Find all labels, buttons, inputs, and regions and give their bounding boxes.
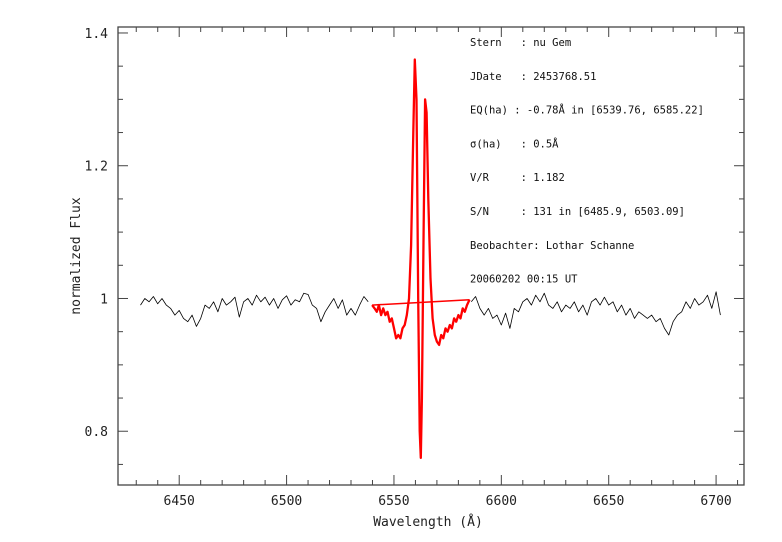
series-spectrum-blue-side bbox=[140, 292, 369, 327]
series-continuum-line bbox=[371, 299, 470, 306]
x-tick-label: 6700 bbox=[700, 494, 731, 509]
annotation-line: 20060202 00:15 UT bbox=[470, 274, 578, 286]
annotation-line: JDate : 2453768.51 bbox=[470, 71, 596, 83]
x-tick-label: 6600 bbox=[486, 494, 517, 509]
x-tick-label: 6550 bbox=[378, 494, 409, 509]
y-tick-labels: 0.8 1 1.2 1.4 bbox=[85, 27, 109, 440]
annotation-line: Beobachter: Lothar Schanne bbox=[470, 240, 634, 252]
y-tick-label: 1 bbox=[100, 292, 108, 307]
y-tick-label: 1.4 bbox=[85, 27, 109, 42]
x-axis-label: Wavelength (Å) bbox=[373, 514, 483, 530]
y-tick-label: 0.8 bbox=[85, 425, 108, 440]
annotation-line: σ(ha) : 0.5Å bbox=[470, 137, 559, 150]
series-h-alpha-region bbox=[371, 58, 471, 459]
x-tick-label: 6500 bbox=[271, 494, 302, 509]
x-tick-label: 6450 bbox=[164, 494, 195, 509]
series-group bbox=[140, 58, 721, 459]
annotation-line: Stern : nu Gem bbox=[470, 37, 571, 49]
y-axis-label: normalized Flux bbox=[69, 197, 84, 315]
y-tick-label: 1.2 bbox=[85, 160, 108, 175]
annotation-line: EQ(ha) : -0.78Å in [6539.76, 6585.22] bbox=[470, 104, 704, 117]
x-tick-labels: 6450 6500 6550 6600 6650 6700 bbox=[164, 494, 732, 509]
annotations: Stern : nu Gem JDate : 2453768.51 EQ(ha) :… bbox=[470, 37, 704, 286]
annotation-line: S/N : 131 in [6485.9, 6503.09] bbox=[470, 206, 685, 218]
plot-frame bbox=[117, 26, 745, 486]
annotation-line: V/R : 1.182 bbox=[470, 172, 565, 184]
axis-ticks bbox=[118, 27, 744, 485]
series-spectrum-red-side bbox=[470, 291, 721, 336]
x-tick-label: 6650 bbox=[593, 494, 624, 509]
